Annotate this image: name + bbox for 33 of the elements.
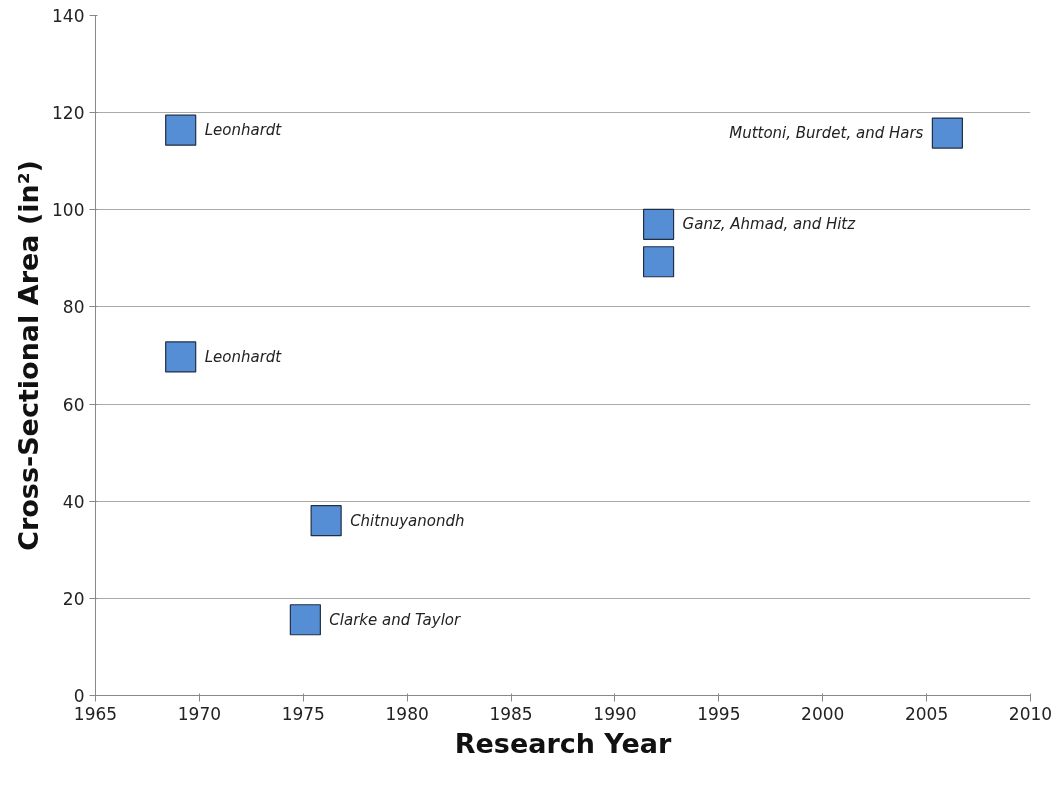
- annotation: Leonhardt: [204, 347, 283, 366]
- y-tick-label: 80: [62, 297, 85, 318]
- annotation: Ganz, Ahmad, and Hitz: [682, 215, 857, 234]
- x-tick-label: 1985: [489, 703, 533, 724]
- x-tick-label: 2010: [1008, 703, 1053, 724]
- annotation: Chitnuyanondh: [350, 511, 465, 530]
- x-tick-label: 2000: [801, 703, 845, 724]
- y-tick-label: 40: [62, 491, 85, 512]
- y-tick-label: 60: [62, 394, 85, 415]
- x-tick-label: 1965: [73, 703, 118, 724]
- x-tick-label: 1990: [593, 703, 637, 724]
- point: [931, 117, 963, 149]
- x-tick-label: 1980: [385, 703, 429, 724]
- annotation: Leonhardt: [204, 121, 283, 140]
- x-tick-label: 1975: [281, 703, 325, 724]
- y-tick-label: 120: [52, 103, 85, 124]
- point: [165, 114, 197, 146]
- annotation: Muttoni, Burdet, and Hars: [729, 124, 924, 143]
- x-tick-label: 2005: [904, 703, 949, 724]
- x-axis-title: Research Year: [454, 727, 672, 759]
- point: [642, 246, 675, 278]
- x-tick-label: 1970: [177, 703, 222, 724]
- y-tick-label: 20: [62, 588, 85, 609]
- y-tick-label: 0: [73, 686, 85, 706]
- point: [289, 604, 321, 636]
- y-tick-label: 100: [52, 200, 85, 221]
- y-tick-label: 140: [52, 6, 85, 26]
- point: [165, 341, 197, 373]
- point: [642, 208, 675, 240]
- annotation: Clarke and Taylor: [329, 610, 462, 629]
- x-tick-label: 1995: [697, 703, 741, 724]
- y-axis-title: Cross-Sectional Area (in²): [13, 160, 45, 551]
- point: [310, 505, 342, 537]
